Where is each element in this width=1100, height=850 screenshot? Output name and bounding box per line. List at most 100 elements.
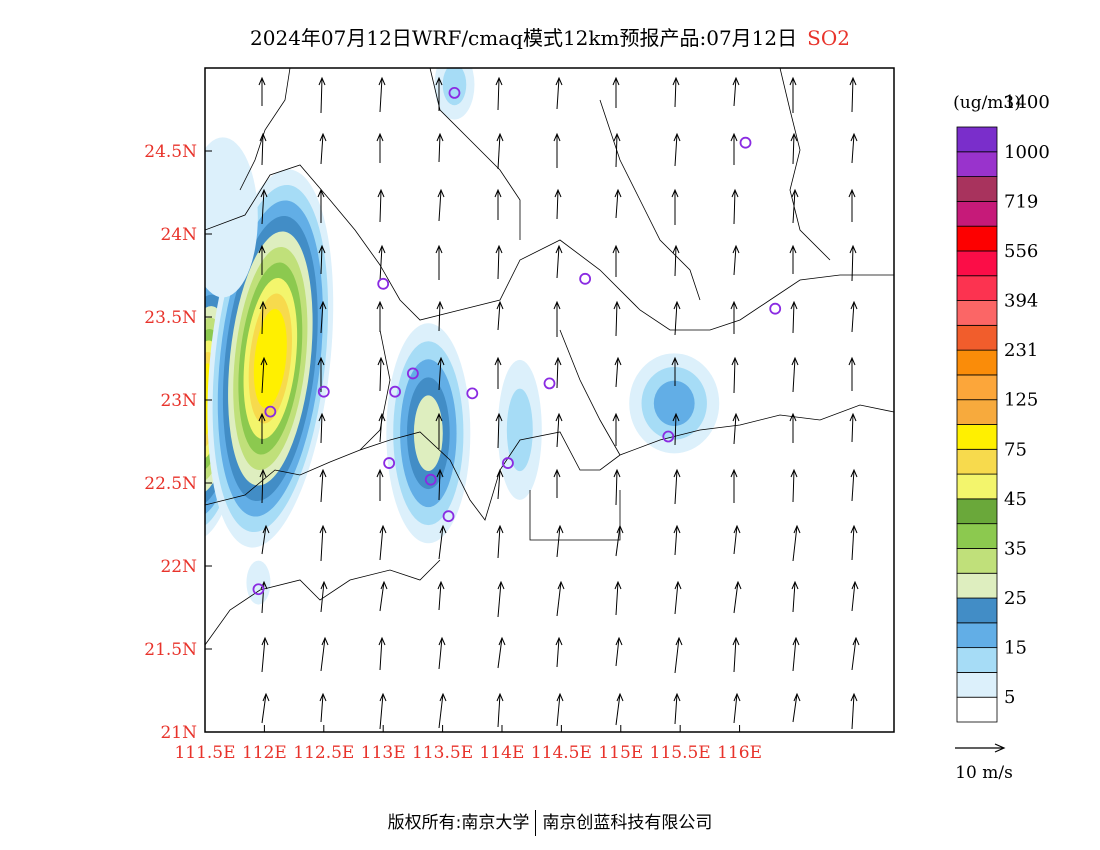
wind-arrow [911,246,913,280]
wind-arrowhead [258,76,266,86]
map-title: 2024年07月12日WRF/cmaq模式12km预报产品:07月12日 SO2 [0,22,1100,51]
wind-arrow [497,525,501,559]
wind-arrow [438,637,443,670]
wind-arrowhead [673,300,681,310]
monitoring-station-marker [739,136,752,149]
wind-arrow [792,357,796,393]
wind-arrow [556,413,560,448]
wind-arrow [615,301,618,337]
wind-arrowhead [614,188,622,198]
wind-arrow [674,581,679,615]
wind-arrowhead [848,188,856,198]
wind-arrow [497,469,501,500]
colorbar-swatch [956,672,998,698]
wind-arrowhead [852,636,860,646]
monitoring-station-marker [406,367,419,380]
wind-arrow [497,637,503,669]
wind-arrowhead [556,692,564,702]
wind-arrowhead [320,580,328,590]
wind-arrow [792,301,795,334]
wind-arrow [911,190,912,221]
colorbar-label: 15 [1004,638,1027,659]
wind-arrow [733,189,736,225]
lat-tick-label: 21N [160,723,197,743]
wind-arrowhead [793,692,801,702]
wind-arrow [615,189,619,219]
wind-arrowhead [616,692,624,702]
wind-arrow [379,413,383,443]
colorbar-label: 556 [1004,241,1038,262]
wind-arrow [556,245,560,279]
wind-arrow [911,694,914,728]
wind-arrowhead [910,414,916,421]
colorbar-swatch [956,523,998,549]
wind-arrowhead [612,76,620,86]
lon-tick-label: 111.5E [174,743,235,763]
vector-legend: 10 m/s [955,743,1013,783]
concentration-contour [653,380,695,426]
wind-arrow [674,301,678,336]
wind-arrow [379,357,382,392]
wind-arrowhead [555,636,563,646]
wind-arrowhead [908,302,914,309]
wind-arrowhead [496,524,504,534]
wind-arrowhead [675,636,683,646]
colorbar-label: 394 [1004,291,1038,312]
wind-arrow [851,245,854,282]
wind-arrowhead [730,300,738,310]
wind-arrowhead [733,692,741,702]
boundary-line [239,68,291,191]
wind-arrowhead [671,356,679,366]
boundary-line [429,68,521,240]
wind-arrowhead [376,300,384,310]
wind-arrowhead [612,244,620,254]
monitoring-station-marker [383,457,396,469]
colorbar-swatch [956,225,998,252]
concentration-contour [205,137,258,298]
wind-arrowhead [555,244,563,254]
wind-arrowhead [850,524,858,534]
lon-tick-label: 113.5E [412,743,473,763]
wind-arrow [615,581,619,616]
monitoring-station-marker [264,405,277,418]
lat-tick-label: 21.5N [144,640,197,660]
wind-arrow [556,77,560,110]
wind-arrow [792,469,795,503]
wind-arrowhead [614,356,622,366]
colorbar-label: 231 [1004,340,1038,361]
wind-arrowhead [848,356,856,366]
wind-arrow [851,581,856,612]
lat-tick-label: 23N [160,391,197,411]
wind-arrowhead [494,188,502,198]
wind-arrowhead [317,188,325,198]
wind-arrowhead [672,244,680,254]
boundary-line [205,559,441,646]
wind-arrow [792,693,798,723]
wind-arrow [733,693,738,724]
colorbar-swatch [956,647,998,673]
wind-arrow [320,469,324,503]
wind-arrowhead [258,244,266,254]
concentration-contour [442,68,467,106]
wind-arrowhead [789,76,797,86]
footer-credit: 版权所有:南京大学 南京创蓝科技有限公司 [0,808,1100,836]
lon-tick-label: 112.5E [293,743,354,763]
wind-arrowhead [554,356,562,366]
colorbar: 5 15 25 35 45 75 125 231 394 556 719 1000 1400 [956,92,1050,723]
wind-arrow [320,413,323,444]
wind-arrow [497,301,501,331]
wind-arrow [851,413,854,443]
wind-arrowhead [436,468,444,478]
wind-arrow [674,133,678,167]
wind-arrowhead [730,132,738,142]
monitoring-station-marker [442,510,455,523]
wind-arrowhead [321,636,329,646]
colorbar-label: 35 [1004,538,1027,559]
wind-arrow [851,133,855,164]
colorbar-swatch [956,572,998,599]
wind-arrowhead [554,188,562,198]
wind-arrow [674,77,677,108]
monitoring-station-marker [252,583,265,596]
